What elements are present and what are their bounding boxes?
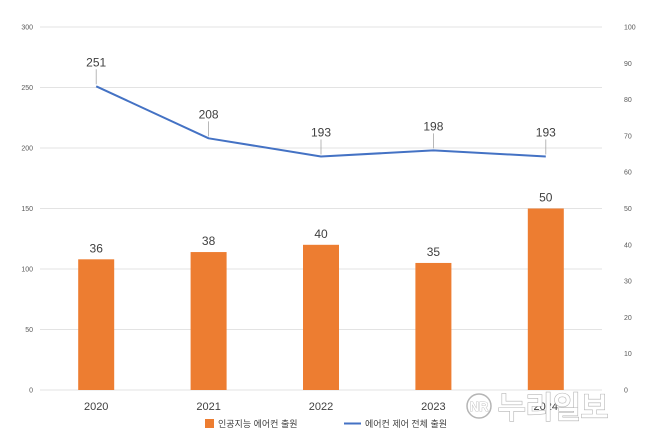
left-axis-ticks: 0 50 100 150 200 250 300 xyxy=(21,25,33,395)
right-axis-tick-label: 70 xyxy=(624,133,632,140)
right-axis-tick-label: 30 xyxy=(624,279,632,286)
bar-data-label: 35 xyxy=(427,245,441,259)
line-data-label: 251 xyxy=(86,55,106,69)
x-axis-tick-label: 2024 xyxy=(534,401,558,413)
bar xyxy=(190,252,227,390)
watermark-badge-text: NR xyxy=(470,399,489,414)
bar-data-label: 38 xyxy=(202,234,216,248)
x-axis-tick-label: 2022 xyxy=(309,401,333,413)
legend: 인공지능 에어컨 출원 에어컨 제어 전체 출원 xyxy=(205,419,447,429)
right-axis-tick-label: 100 xyxy=(624,25,636,32)
right-axis-ticks: 0 10 20 30 40 50 60 70 80 90 100 xyxy=(624,25,636,395)
bar-data-label: 40 xyxy=(314,227,328,241)
left-axis-tick-label: 300 xyxy=(21,25,33,32)
bar xyxy=(78,259,115,390)
right-axis-tick-label: 80 xyxy=(624,97,632,104)
right-axis-tick-label: 50 xyxy=(624,206,632,213)
left-axis-tick-label: 50 xyxy=(25,327,33,334)
right-axis-tick-label: 60 xyxy=(624,170,632,177)
bar xyxy=(415,262,452,390)
watermark-badge xyxy=(466,393,492,419)
watermark-text: 누리일보 xyxy=(498,392,608,425)
x-axis-ticks: 2020 2021 2022 2023 2024 xyxy=(84,401,558,413)
bar-data-label: 36 xyxy=(90,241,104,255)
legend-bar-swatch xyxy=(205,419,214,428)
line-data-label: 198 xyxy=(423,119,443,133)
x-axis-tick-label: 2020 xyxy=(84,401,108,413)
left-axis-tick-label: 100 xyxy=(21,267,33,274)
line-data-label: 193 xyxy=(311,125,331,139)
right-axis-tick-label: 90 xyxy=(624,61,632,68)
left-axis-tick-label: 200 xyxy=(21,146,33,153)
left-axis-tick-label: 150 xyxy=(21,206,33,213)
series-line xyxy=(95,85,546,158)
line-data-label: 193 xyxy=(536,125,556,139)
x-axis-tick-label: 2023 xyxy=(421,401,445,413)
legend-line-label: 에어컨 제어 전체 출원 xyxy=(365,419,447,429)
legend-bar-label: 인공지능 에어컨 출원 xyxy=(218,419,298,429)
watermark: NR 누리일보 xyxy=(466,391,609,426)
bar-data-label: 50 xyxy=(539,191,553,205)
bar-series: 36 38 40 35 50 xyxy=(78,191,564,390)
left-axis-tick-label: 250 xyxy=(21,85,33,92)
right-axis-tick-label: 20 xyxy=(624,315,632,322)
bar xyxy=(527,208,564,390)
right-axis-tick-label: 10 xyxy=(624,351,632,358)
bar xyxy=(303,244,339,390)
line-series: 251 208 193 198 193 xyxy=(86,55,556,158)
x-axis-tick-label: 2021 xyxy=(196,401,220,413)
right-axis-tick-label: 0 xyxy=(624,388,628,395)
line-data-label: 208 xyxy=(199,107,219,121)
right-axis-tick-label: 40 xyxy=(624,242,632,249)
left-axis-tick-label: 0 xyxy=(29,388,33,395)
